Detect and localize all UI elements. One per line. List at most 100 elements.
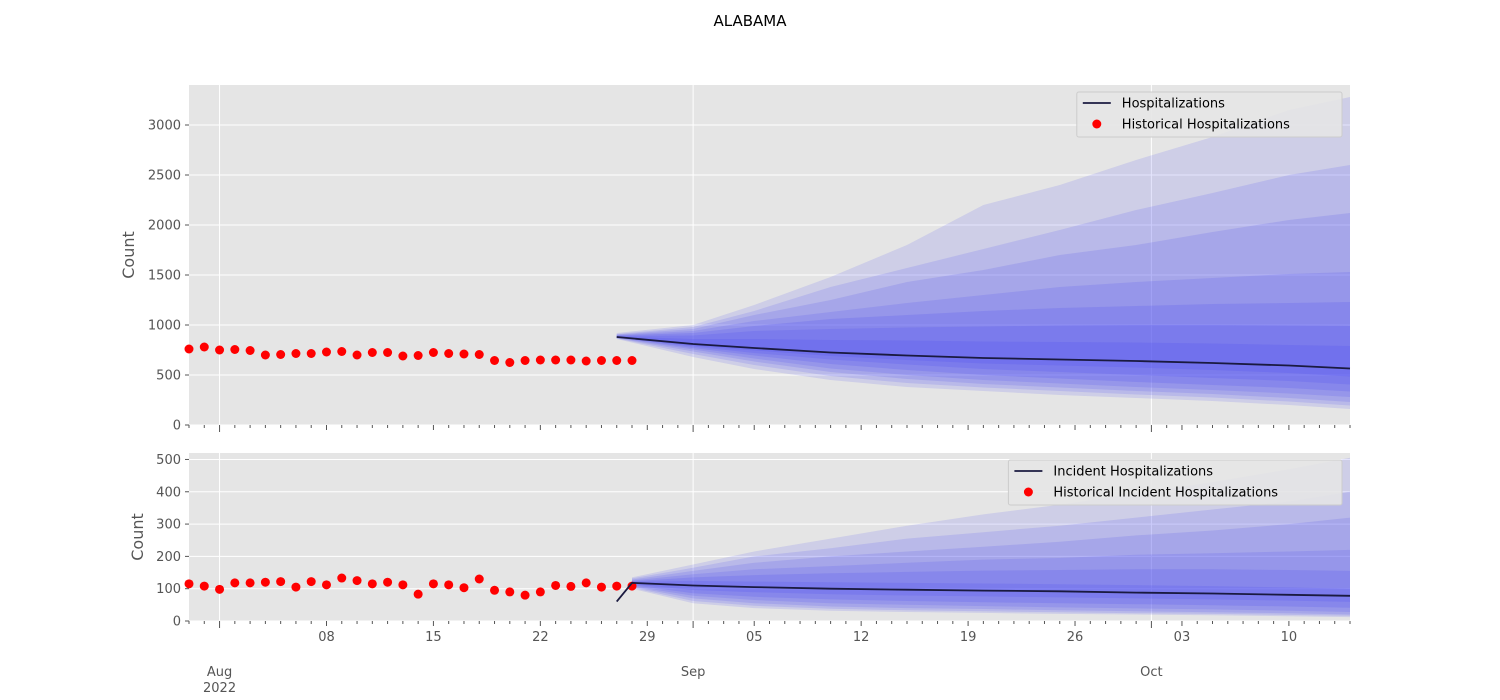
forecast-band — [632, 517, 1350, 615]
observed-point — [306, 577, 316, 587]
observed-point — [490, 585, 500, 595]
observed-point — [321, 347, 331, 357]
y-tick-label: 500 — [156, 369, 181, 384]
x-tick-label: 15 — [425, 630, 442, 645]
x-tick-label: 19 — [960, 630, 977, 645]
observed-point — [199, 342, 209, 352]
observed-point — [276, 577, 286, 587]
y-tick-label: 2500 — [148, 169, 181, 184]
observed-point — [612, 356, 622, 365]
y-tick-label: 500 — [156, 453, 181, 468]
x-tick-label: 05 — [746, 630, 763, 645]
observed-point — [612, 581, 622, 591]
forecast-band — [616, 325, 1350, 385]
observed-point — [383, 577, 393, 587]
forecast-band — [632, 569, 1350, 608]
observed-point — [291, 582, 301, 592]
observed-point — [520, 356, 530, 365]
observed-point — [505, 358, 515, 367]
x-month-label: Aug — [207, 665, 232, 680]
observed-point — [260, 577, 270, 587]
forecast-band — [632, 549, 1350, 612]
observed-point — [566, 581, 576, 591]
y-tick-label: 0 — [173, 615, 181, 630]
y-tick-label: 0 — [173, 419, 181, 434]
y-axis-label: Count — [128, 513, 147, 561]
y-axis-label: Count — [119, 231, 138, 279]
observed-point — [535, 587, 545, 597]
observed-point — [474, 574, 484, 584]
observed-point — [535, 355, 545, 365]
forecast-band — [632, 491, 1350, 616]
observed-point — [444, 349, 454, 358]
observed-point — [428, 579, 438, 589]
y-tick-label: 100 — [156, 582, 181, 597]
legend-label: Historical Hospitalizations — [1122, 118, 1290, 133]
observed-point — [352, 576, 362, 586]
legend-box — [1007, 459, 1343, 506]
observed-point — [245, 578, 255, 588]
x-tick-label: 22 — [532, 630, 549, 645]
incident-hospitalizations-panel: 0 100 200 300 400 500 Count Incident Hospitaliz… — [128, 453, 1351, 630]
observed-point — [444, 580, 454, 590]
y-tick-label: 400 — [156, 485, 181, 500]
observed-point — [566, 355, 576, 365]
observed-point — [505, 587, 515, 597]
forecast-band — [616, 302, 1350, 392]
observed-point — [520, 590, 530, 600]
observed-point — [627, 356, 637, 365]
observed-point — [184, 344, 194, 354]
x-month-label: Sep — [681, 665, 706, 680]
forecast-median-line — [616, 581, 1351, 603]
plot-background — [189, 85, 1350, 425]
observed-point — [321, 580, 331, 590]
observed-point — [260, 350, 270, 360]
forecast-band — [616, 165, 1350, 406]
observed-point — [276, 350, 286, 359]
observed-point — [398, 351, 408, 361]
y-tick-label: 1500 — [148, 269, 181, 284]
observed-point — [291, 349, 301, 358]
legend-label: Incident Hospitalizations — [1053, 465, 1213, 480]
observed-point — [413, 589, 423, 599]
observed-point — [367, 348, 377, 357]
x-tick-label: 12 — [853, 630, 870, 645]
legend-label: Hospitalizations — [1122, 97, 1225, 112]
y-tick-label: 300 — [156, 518, 181, 533]
hospitalizations-panel: 0 500 1000 1500 2000 2500 3000 Count Hospitaliza… — [119, 85, 1351, 434]
observed-point — [551, 580, 561, 590]
forecast-band — [616, 97, 1350, 409]
observed-point — [596, 356, 606, 365]
y-tick-label: 200 — [156, 550, 181, 565]
observed-point — [596, 582, 606, 592]
observed-point — [581, 578, 591, 588]
figure-title: ALABAMA — [714, 12, 788, 30]
observed-point — [459, 349, 469, 359]
observed-point — [230, 578, 240, 588]
legend-box — [1076, 91, 1343, 138]
x-month-label: Oct — [1140, 665, 1162, 680]
observed-point — [215, 584, 225, 594]
y-tick-label: 2000 — [148, 219, 181, 234]
forecast-band — [616, 272, 1350, 397]
x-tick-label: 29 — [639, 630, 656, 645]
observed-point — [383, 348, 393, 357]
observed-point — [337, 573, 347, 583]
observed-point — [230, 345, 240, 354]
forecast-band — [616, 336, 1350, 377]
x-year-label: 2022 — [203, 681, 236, 696]
observed-point — [413, 351, 423, 360]
y-tick-label: 3000 — [148, 119, 181, 134]
forecast-median-line — [616, 336, 1351, 370]
observed-point — [581, 356, 591, 366]
observed-point — [459, 583, 469, 593]
x-tick-label: 26 — [1067, 630, 1084, 645]
y-tick-label: 1000 — [148, 319, 181, 334]
observed-point — [245, 346, 255, 355]
observed-point — [398, 580, 408, 590]
observed-point — [428, 348, 438, 357]
observed-point — [490, 356, 500, 365]
observed-point — [306, 349, 316, 358]
